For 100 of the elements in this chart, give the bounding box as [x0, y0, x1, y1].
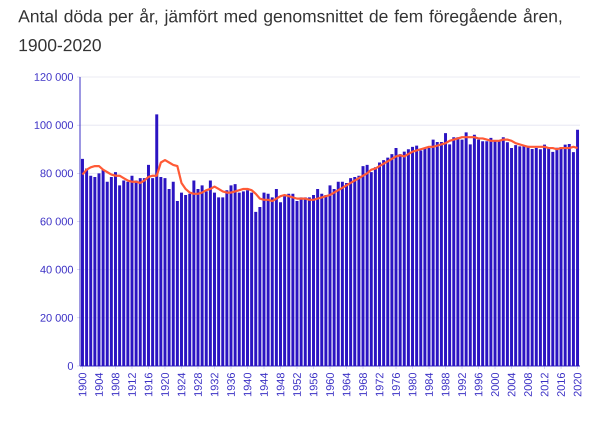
bar — [230, 185, 232, 366]
bar — [452, 137, 456, 366]
x-tick-label: 2016 — [557, 373, 565, 396]
x-tick-label: 1988 — [442, 373, 450, 396]
bar — [494, 141, 497, 366]
x-tick-label: 1976 — [392, 373, 400, 396]
bar — [464, 132, 468, 366]
x-tick-label: 2012 — [540, 373, 548, 396]
bar — [530, 149, 534, 366]
bar — [547, 148, 550, 366]
bar — [485, 141, 488, 366]
y-tick-label: 80 000 — [40, 169, 74, 178]
bar — [514, 145, 518, 366]
chart-title: Antal döda per år, jämfört med genomsnittet de fem föregående åren, 1900-2020 — [18, 8, 562, 52]
bar — [406, 149, 410, 366]
bar — [472, 134, 476, 366]
x-tick-label: 1980 — [408, 372, 416, 396]
bar — [164, 178, 166, 366]
bar — [200, 185, 204, 366]
bar — [444, 133, 448, 366]
bar — [560, 147, 563, 366]
bar — [411, 146, 414, 366]
bar — [308, 197, 311, 366]
bar — [378, 162, 381, 366]
bar — [415, 146, 418, 366]
bar — [234, 184, 237, 366]
bar — [551, 152, 554, 366]
x-tick-label: 1932 — [210, 373, 218, 396]
bar — [283, 196, 286, 366]
bar — [564, 144, 567, 366]
bar — [522, 145, 526, 366]
bar — [526, 146, 530, 366]
bar — [489, 138, 492, 366]
x-tick-label: 1944 — [260, 372, 268, 396]
bar — [316, 188, 320, 366]
x-tick-label: 1992 — [458, 373, 466, 396]
x-tick-label: 1996 — [474, 373, 482, 396]
x-tick-label: 1984 — [425, 372, 433, 396]
x-tick-label: 1920 — [161, 372, 169, 396]
y-tick-label: 100 000 — [34, 121, 74, 130]
bar — [246, 190, 249, 366]
y-tick-label: 20 000 — [40, 314, 74, 322]
x-tick-label: 2004 — [508, 372, 516, 396]
x-tick-label: 1936 — [227, 373, 235, 396]
bar — [568, 144, 571, 366]
x-tick-label: 1964 — [342, 372, 350, 396]
x-tick-label: 1940 — [244, 372, 252, 396]
bar — [502, 137, 505, 366]
bar — [291, 194, 294, 366]
bar — [481, 141, 484, 366]
y-tick-label: 120 000 — [34, 73, 74, 81]
bar — [402, 152, 406, 366]
x-tick-label: 1952 — [293, 373, 301, 396]
bar — [102, 170, 105, 366]
bar — [394, 148, 398, 366]
bar — [366, 164, 369, 366]
bar — [436, 142, 439, 366]
bar — [184, 195, 188, 366]
bar — [328, 185, 332, 366]
x-tick-label: 1916 — [144, 373, 152, 396]
x-tick-label: 1904 — [95, 372, 103, 396]
x-tick-label: 2000 — [491, 372, 499, 396]
bar — [498, 140, 501, 366]
bar — [456, 137, 460, 366]
bar — [349, 178, 352, 366]
bar — [534, 148, 538, 366]
bar — [147, 164, 150, 366]
x-tick-label: 1956 — [310, 373, 318, 396]
bar — [518, 146, 522, 366]
x-tick-label: 1928 — [194, 373, 202, 396]
x-tick-label: 1948 — [276, 373, 284, 396]
bar — [340, 182, 344, 366]
bar — [80, 158, 84, 366]
bar — [114, 172, 117, 366]
bar — [432, 140, 435, 366]
bar — [362, 166, 364, 366]
bar — [274, 188, 278, 366]
bar — [300, 197, 303, 366]
x-tick-label: 2008 — [524, 373, 532, 396]
bar — [576, 130, 580, 366]
x-tick-label: 2020 — [574, 372, 582, 396]
bar — [423, 148, 426, 366]
x-tick-label: 1968 — [359, 373, 367, 396]
bar — [130, 176, 134, 366]
bar — [386, 158, 390, 366]
bar — [208, 180, 212, 366]
bar — [97, 173, 100, 366]
x-tick-label: 1908 — [112, 373, 120, 396]
bar — [555, 148, 558, 366]
y-tick-label: 0 — [68, 362, 74, 370]
bar — [93, 176, 96, 366]
bar — [262, 192, 266, 366]
y-tick-label: 40 000 — [40, 266, 74, 274]
bar — [192, 180, 196, 366]
x-tick-label: 1972 — [376, 373, 384, 396]
bar — [543, 144, 546, 366]
x-tick-label: 1924 — [178, 372, 186, 396]
x-tick-label: 1960 — [326, 372, 334, 396]
y-tick-label: 60 000 — [40, 218, 74, 226]
bar — [242, 191, 245, 366]
